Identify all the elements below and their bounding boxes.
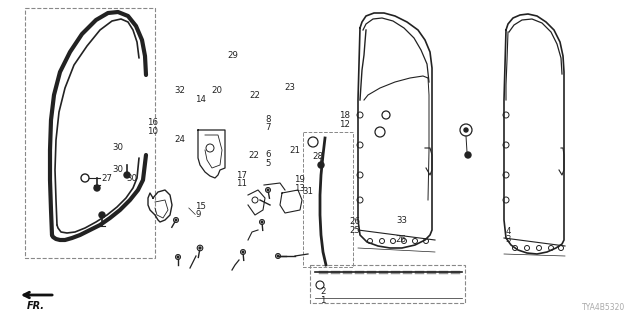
Text: 30: 30 xyxy=(112,165,123,174)
Circle shape xyxy=(99,212,105,218)
Text: 23: 23 xyxy=(285,83,296,92)
Text: 16: 16 xyxy=(147,118,158,127)
Text: 33: 33 xyxy=(397,216,408,225)
Text: 8: 8 xyxy=(266,115,271,124)
Text: 11: 11 xyxy=(236,180,246,188)
Circle shape xyxy=(267,189,269,191)
Text: TYA4B5320: TYA4B5320 xyxy=(582,303,625,312)
Circle shape xyxy=(94,185,100,191)
Circle shape xyxy=(465,152,471,158)
Text: 32: 32 xyxy=(174,86,185,95)
Text: 15: 15 xyxy=(195,202,206,211)
Text: 2: 2 xyxy=(320,287,326,296)
Text: 28: 28 xyxy=(312,152,323,161)
Text: 12: 12 xyxy=(339,120,350,129)
Text: 17: 17 xyxy=(236,171,246,180)
Text: 9: 9 xyxy=(195,210,200,219)
Text: 30: 30 xyxy=(126,174,137,183)
Text: 18: 18 xyxy=(339,111,350,120)
Text: 19: 19 xyxy=(294,175,305,184)
Circle shape xyxy=(177,256,179,258)
Text: 13: 13 xyxy=(294,184,305,193)
Text: 24: 24 xyxy=(174,135,185,144)
Text: 22: 22 xyxy=(248,151,259,160)
Text: 30: 30 xyxy=(112,143,123,152)
Circle shape xyxy=(124,172,130,178)
Text: 25: 25 xyxy=(349,226,360,235)
Text: 26: 26 xyxy=(396,236,406,244)
Text: 29: 29 xyxy=(227,52,238,60)
Bar xyxy=(310,265,465,303)
Text: 10: 10 xyxy=(147,127,158,136)
Text: 31: 31 xyxy=(302,187,313,196)
Circle shape xyxy=(261,221,263,223)
Circle shape xyxy=(175,219,177,221)
Text: 22: 22 xyxy=(250,92,260,100)
Text: 14: 14 xyxy=(195,95,206,104)
Text: 5: 5 xyxy=(266,159,271,168)
Text: 20: 20 xyxy=(211,86,222,95)
Text: 4: 4 xyxy=(506,227,511,236)
Text: 1: 1 xyxy=(320,296,326,305)
Text: 27: 27 xyxy=(101,174,112,183)
Text: 21: 21 xyxy=(289,146,300,155)
Text: 6: 6 xyxy=(266,150,271,159)
Circle shape xyxy=(199,247,201,249)
Text: FR.: FR. xyxy=(27,301,45,311)
Text: 7: 7 xyxy=(266,124,271,132)
Circle shape xyxy=(242,251,244,253)
Bar xyxy=(25,8,155,258)
Circle shape xyxy=(464,128,468,132)
Circle shape xyxy=(318,162,324,168)
Text: 3: 3 xyxy=(506,236,511,244)
Circle shape xyxy=(277,255,279,257)
Text: 26: 26 xyxy=(349,217,360,226)
Bar xyxy=(303,132,353,267)
